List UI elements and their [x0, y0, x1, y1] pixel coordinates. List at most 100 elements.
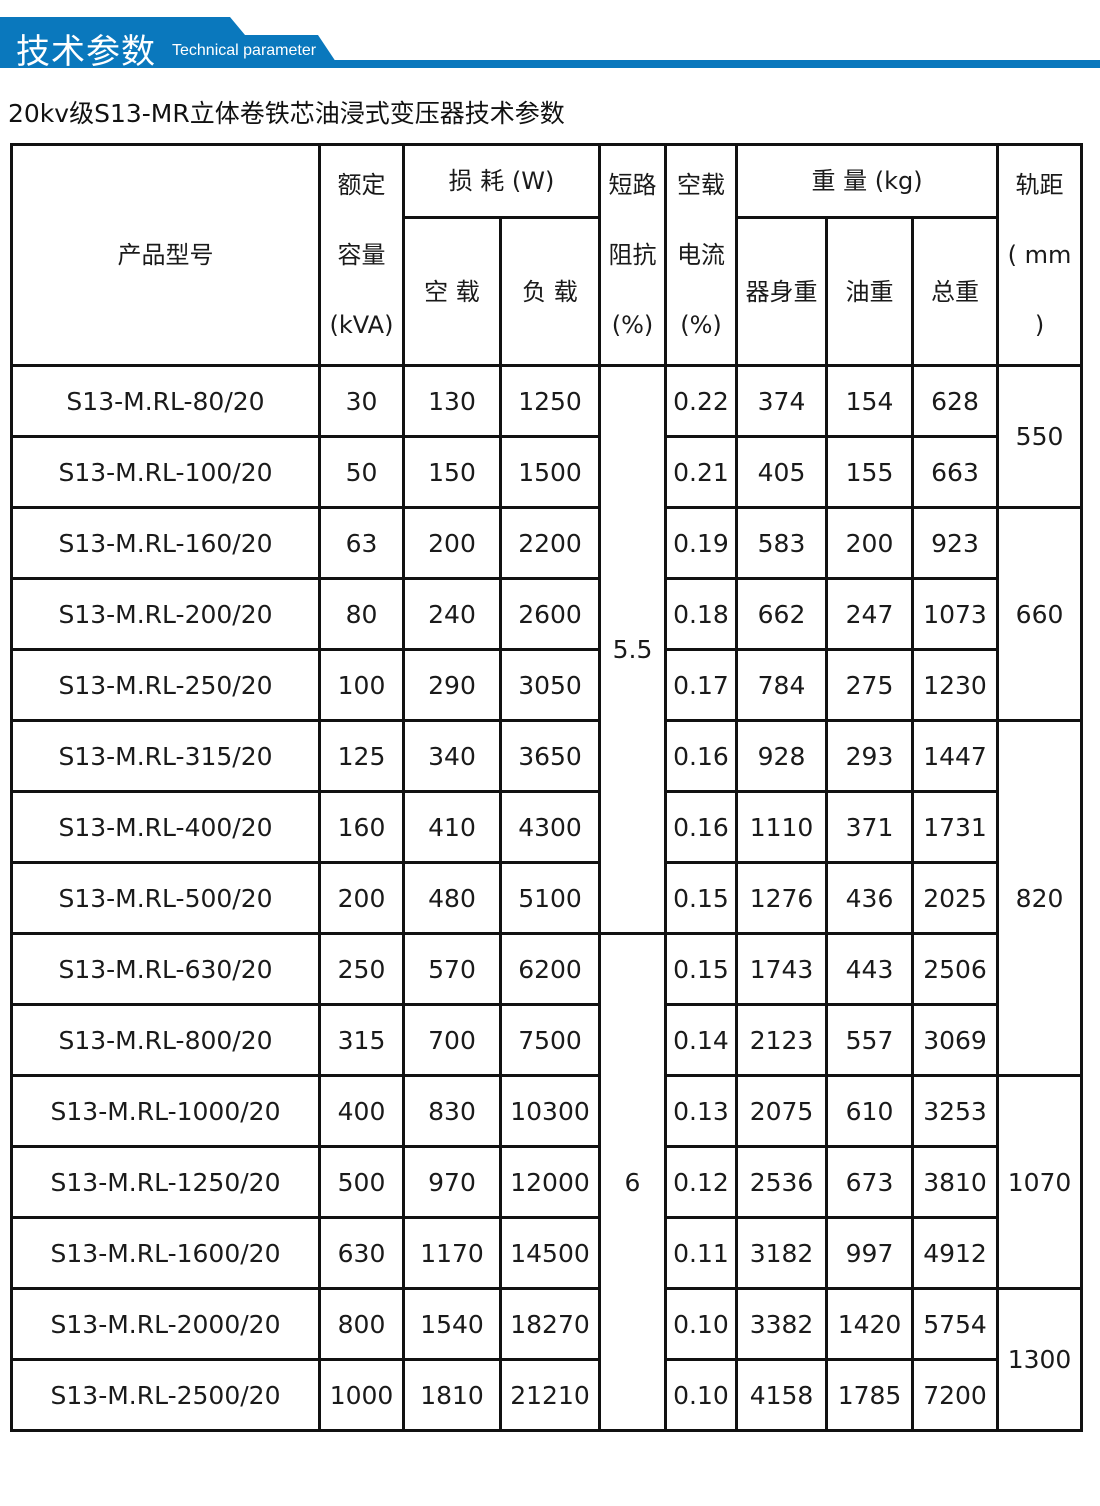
- cell-noload-loss: 150: [402, 435, 502, 509]
- cell-load-loss: 10300: [499, 1074, 601, 1148]
- cell-body-weight: 928: [735, 719, 828, 793]
- cell-body-weight: 4158: [735, 1358, 828, 1432]
- cell-capacity: 125: [318, 719, 405, 793]
- cell-oil-weight: 371: [825, 790, 914, 864]
- cell-total-weight: 1230: [910, 648, 1000, 722]
- table-row: S13-M.RL-400/20 160 410 4300 0.16 1110 371 1731: [10, 790, 1082, 864]
- table-row: S13-M.RL-2500/20 1000 1810 21210 0.10 4158 178…: [10, 1358, 1082, 1432]
- cell-model: S13-M.RL-1600/20: [10, 1216, 321, 1290]
- cell-noload-current: 0.12: [664, 1145, 738, 1219]
- document-title: 20kv级S13-MR立体卷铁芯油浸式变压器技术参数: [8, 99, 565, 128]
- cell-capacity: 400: [318, 1074, 405, 1148]
- cell-noload-loss: 200: [402, 506, 502, 580]
- cell-body-weight: 1276: [735, 861, 828, 935]
- table-row: S13-M.RL-500/20 200 480 5100 0.15 1276 436 2025: [10, 861, 1082, 935]
- cell-noload-current: 0.19: [664, 506, 738, 580]
- cell-oil-weight: 436: [825, 861, 914, 935]
- cell-body-weight: 3382: [735, 1287, 828, 1361]
- cell-body-weight: 1743: [735, 932, 828, 1006]
- cell-body-weight: 405: [735, 435, 828, 509]
- header-noload-loss: 空 载: [402, 216, 502, 367]
- cell-body-weight: 1110: [735, 790, 828, 864]
- cell-noload-current: 0.11: [664, 1216, 738, 1290]
- cell-noload-current: 0.18: [664, 577, 738, 651]
- cell-noload-loss: 1540: [402, 1287, 502, 1361]
- cell-load-loss: 6200: [499, 932, 601, 1006]
- cell-noload-current: 0.14: [664, 1003, 738, 1077]
- spec-table: 产品型号 额定 容量 (kVA) 损 耗 (W) 短路 阻抗 (%) 空载 电流 (%) 重…: [10, 143, 1084, 1432]
- cell-load-loss: 3650: [499, 719, 601, 793]
- cell-model: S13-M.RL-160/20: [10, 506, 321, 580]
- cell-noload-loss: 1810: [402, 1358, 502, 1432]
- cell-load-loss: 1250: [499, 364, 601, 438]
- cell-capacity: 250: [318, 932, 405, 1006]
- cell-noload-loss: 970: [402, 1145, 502, 1219]
- cell-capacity: 800: [318, 1287, 405, 1361]
- cell-capacity: 630: [318, 1216, 405, 1290]
- table-row: S13-M.RL-1000/20 400 830 10300 0.13 2075 610 32…: [10, 1074, 1084, 1290]
- cell-model: S13-M.RL-630/20: [10, 932, 321, 1006]
- cell-noload-current: 0.21: [664, 435, 738, 509]
- cell-model: S13-M.RL-1250/20: [10, 1145, 321, 1219]
- cell-body-weight: 583: [735, 506, 828, 580]
- cell-load-loss: 21210: [499, 1358, 601, 1432]
- cell-noload-loss: 480: [402, 861, 502, 935]
- table-row: S13-M.RL-80/20 30 130 1250 5.5 0.22 374 154 628 5…: [10, 364, 1084, 935]
- cell-total-weight: 2025: [910, 861, 1000, 935]
- cell-total-weight: 3253: [910, 1074, 1000, 1148]
- cell-oil-weight: 997: [825, 1216, 914, 1290]
- cell-oil-weight: 1785: [825, 1358, 914, 1432]
- header-track: 轨距( mm): [996, 143, 1084, 367]
- table-row: S13-M.RL-2000/20 800 1540 18270 0.10 3382 1420…: [10, 1287, 1084, 1432]
- header-model: 产品型号: [10, 143, 321, 367]
- table-row: S13-M.RL-1250/20 500 970 12000 0.12 2536 673 38…: [10, 1145, 1082, 1219]
- cell-body-weight: 2123: [735, 1003, 828, 1077]
- cell-load-loss: 18270: [499, 1287, 601, 1361]
- header-load-loss: 负 载: [499, 216, 601, 367]
- cell-capacity: 160: [318, 790, 405, 864]
- cell-model: S13-M.RL-80/20: [10, 364, 321, 438]
- cell-oil-weight: 154: [825, 364, 914, 438]
- header-capacity: 额定 容量 (kVA): [318, 143, 405, 367]
- cell-oil-weight: 200: [825, 506, 914, 580]
- table-row: S13-M.RL-160/20 63 200 2200 0.19 583 200 923 660: [10, 506, 1084, 722]
- cell-oil-weight: 275: [825, 648, 914, 722]
- cell-load-loss: 14500: [499, 1216, 601, 1290]
- cell-model: S13-M.RL-100/20: [10, 435, 321, 509]
- cell-body-weight: 662: [735, 577, 828, 651]
- cell-total-weight: 1731: [910, 790, 1000, 864]
- cell-total-weight: 923: [910, 506, 1000, 580]
- cell-noload-current: 0.22: [664, 364, 738, 438]
- header-body-weight: 器身重: [735, 216, 828, 367]
- cell-oil-weight: 443: [825, 932, 914, 1006]
- cell-model: S13-M.RL-250/20: [10, 648, 321, 722]
- cell-capacity: 315: [318, 1003, 405, 1077]
- cell-load-loss: 12000: [499, 1145, 601, 1219]
- cell-oil-weight: 247: [825, 577, 914, 651]
- cell-total-weight: 1447: [910, 719, 1000, 793]
- cell-noload-current: 0.17: [664, 648, 738, 722]
- header-oil-weight: 油重: [825, 216, 914, 367]
- cell-total-weight: 5754: [910, 1287, 1000, 1361]
- cell-oil-weight: 1420: [825, 1287, 914, 1361]
- section-subtitle: Technical parameter: [172, 42, 317, 59]
- cell-noload-loss: 570: [402, 932, 502, 1006]
- cell-noload-loss: 700: [402, 1003, 502, 1077]
- cell-noload-loss: 1170: [402, 1216, 502, 1290]
- cell-noload-current: 0.16: [664, 719, 738, 793]
- cell-oil-weight: 673: [825, 1145, 914, 1219]
- cell-load-loss: 1500: [499, 435, 601, 509]
- cell-load-loss: 4300: [499, 790, 601, 864]
- cell-noload-current: 0.13: [664, 1074, 738, 1148]
- cell-oil-weight: 557: [825, 1003, 914, 1077]
- cell-capacity: 100: [318, 648, 405, 722]
- cell-body-weight: 374: [735, 364, 828, 438]
- cell-noload-loss: 290: [402, 648, 502, 722]
- cell-track: 660: [996, 506, 1084, 722]
- cell-capacity: 50: [318, 435, 405, 509]
- table-row: S13-M.RL-630/20 250 570 6200 6 0.15 1743 443 250…: [10, 932, 1082, 1432]
- table-row: S13-M.RL-200/20 80 240 2600 0.18 662 247 1073: [10, 577, 1082, 651]
- cell-load-loss: 7500: [499, 1003, 601, 1077]
- cell-total-weight: 3810: [910, 1145, 1000, 1219]
- cell-model: S13-M.RL-800/20: [10, 1003, 321, 1077]
